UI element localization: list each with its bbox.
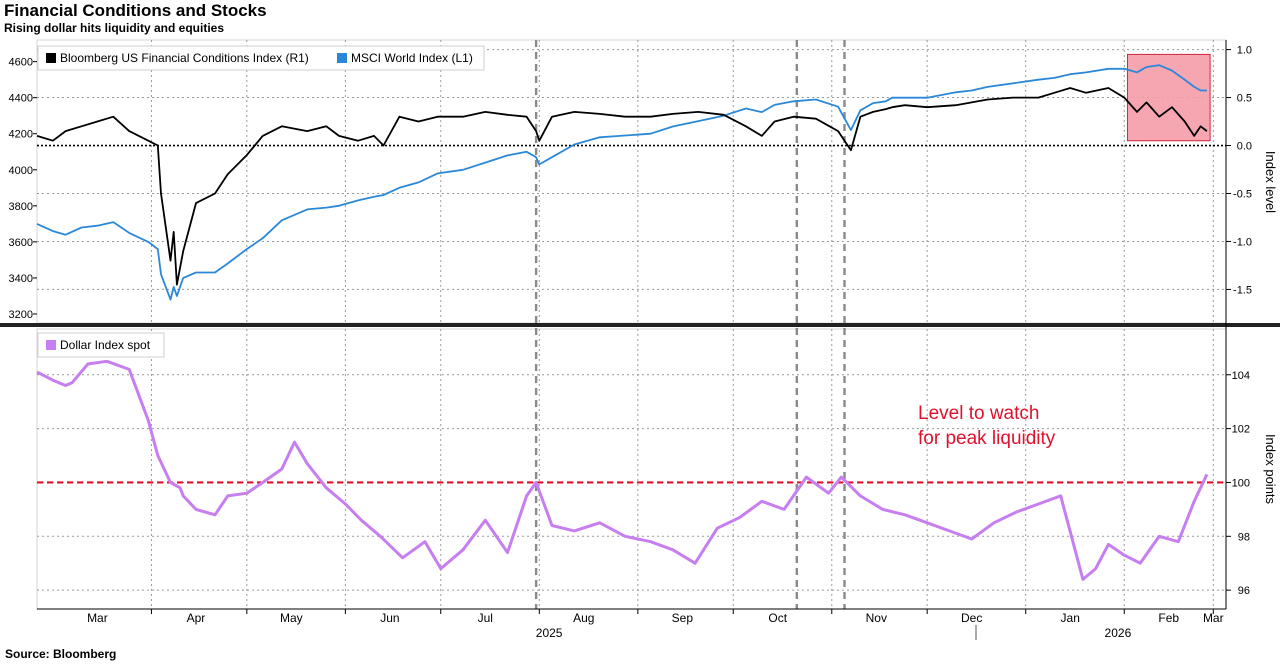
x-tick-label: Jun (380, 611, 399, 625)
bottom-panel-frame (36, 328, 1227, 610)
event-lines (534, 40, 846, 609)
x-tick-label: Nov (866, 611, 887, 625)
left-tick-label: 4400 (9, 93, 33, 105)
right-tick-label: -0.5 (1233, 188, 1252, 200)
annotation-line-2: for peak liquidity (918, 428, 1056, 449)
right-tick-label: 100 (1232, 477, 1250, 489)
top-panel-frame (36, 39, 1227, 324)
legend-label-fci: Bloomberg US Financial Conditions Index … (60, 51, 309, 65)
series-msci-line (36, 64, 1207, 301)
annotations: Level to watch for peak liquidity (918, 403, 1056, 449)
x-tick-label: Jul (478, 611, 493, 625)
left-tick-label: 3800 (9, 201, 33, 213)
right-tick-label: 0.5 (1237, 93, 1252, 105)
right-tick-label: -1.0 (1233, 236, 1252, 248)
x-tick-label: Feb (1158, 611, 1179, 625)
series-lines (36, 64, 1209, 581)
top-legend-box (37, 45, 485, 71)
left-tick-label: 3600 (9, 237, 33, 249)
left-tick-label: 4600 (9, 57, 33, 69)
legend-swatch-msci (337, 53, 347, 63)
legends: Bloomberg US Financial Conditions Index … (37, 45, 485, 358)
right-tick-label: 96 (1238, 585, 1250, 597)
page-title: Financial Conditions and Stocks (4, 1, 267, 20)
annotation-line-1: Level to watch (918, 403, 1039, 424)
x-tick-label: Sep (672, 611, 694, 625)
series-dxy-line (36, 359, 1209, 581)
axes: 3200 3400 3600 3800 4000 4200 4400 4600 1.0 0.5 0.… (9, 40, 1278, 640)
right-tick-label: 98 (1238, 531, 1250, 543)
bottom-legend-box (37, 332, 165, 358)
top-right-axis-label: Index level (1263, 151, 1278, 213)
x-tick-label: Apr (187, 611, 206, 625)
x-tick-label: Dec (961, 611, 982, 625)
legend-swatch-fci (46, 53, 56, 63)
x-tick-label: Oct (768, 611, 787, 625)
source-note: Source: Bloomberg (5, 647, 117, 661)
x-tick-label: Mar (1203, 611, 1224, 625)
left-tick-label: 3200 (9, 309, 33, 321)
left-tick-label: 3400 (9, 273, 33, 285)
highlight-box-group (1126, 53, 1211, 142)
panel-divider (0, 323, 1280, 327)
legend-swatch-dxy (46, 340, 56, 350)
top-grid (0, 39, 1280, 327)
right-tick-label: -1.5 (1233, 284, 1252, 296)
left-tick-label: 4200 (9, 129, 33, 141)
bottom-grid (36, 328, 1227, 610)
year-label: 2025 (536, 626, 563, 640)
right-tick-label: 1.0 (1237, 45, 1252, 57)
right-tick-label: 104 (1232, 370, 1250, 382)
x-tick-label: Aug (573, 611, 594, 625)
x-tick-label: Mar (87, 611, 108, 625)
legend-label-dxy: Dollar Index spot (60, 338, 151, 352)
year-label: 2026 (1105, 626, 1132, 640)
right-tick-label: 102 (1232, 424, 1250, 436)
x-tick-label: Jan (1061, 611, 1080, 625)
left-tick-label: 4000 (9, 165, 33, 177)
right-tick-label: 0.0 (1237, 141, 1252, 153)
legend-label-msci: MSCI World Index (L1) (351, 51, 473, 65)
bottom-right-axis-label: Index points (1263, 434, 1278, 505)
x-tick-label: May (280, 611, 303, 625)
series-fci-line (36, 87, 1208, 286)
highlight-box (1126, 53, 1211, 142)
page-subtitle: Rising dollar hits liquidity and equitie… (4, 21, 225, 35)
